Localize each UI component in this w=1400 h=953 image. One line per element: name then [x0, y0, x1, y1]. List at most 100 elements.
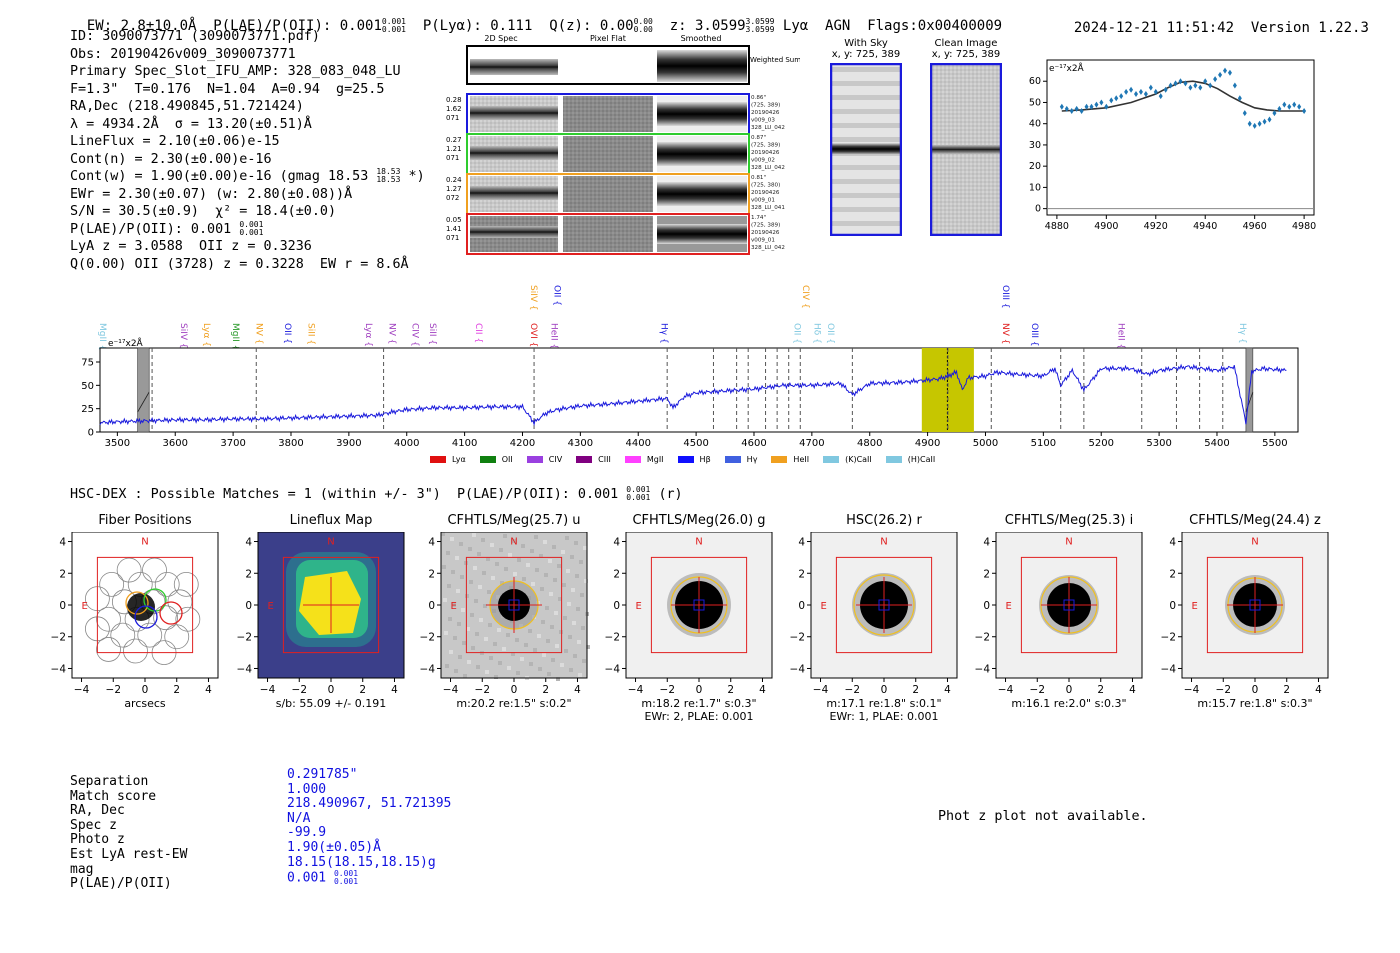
thumb-caption-line1: m:17.1 re:1.8" s:0.1": [826, 697, 942, 710]
thumb-caption: m:18.2 re:1.7" s:0.3" EWr: 2, PLAE: 0.001: [596, 697, 802, 723]
thumb-ytick-label: −2: [420, 632, 435, 644]
noise-pixel: [541, 620, 545, 624]
noise-pixel: [545, 606, 549, 610]
noise-pixel: [540, 587, 544, 591]
key-radec: RA, Dec: [70, 803, 125, 819]
header-line: Lyα: [782, 18, 809, 34]
thumb-xtick-label: 2: [1283, 684, 1290, 696]
zoom-point: [1173, 80, 1178, 87]
zoom-point: [1059, 103, 1064, 110]
legend-swatch: [576, 456, 593, 463]
thumb-xtick-label: 2: [1097, 684, 1104, 696]
noise-pixel: [553, 578, 557, 582]
match-keys: Separation Match score RA, Dec Spec z Ph…: [70, 774, 187, 892]
spec-xtick-label: 4200: [510, 438, 535, 449]
noise-pixel: [566, 569, 570, 573]
noise-pixel: [442, 565, 446, 569]
thumb-ytick-label: −4: [1161, 663, 1177, 675]
thumb-ytick-label: −2: [790, 632, 805, 644]
thumb-caption-line1: m:20.2 re:1.5" s:0.2": [456, 697, 572, 710]
spec-xtick-label: 4500: [683, 438, 708, 449]
cutout-left-label: 0.05: [446, 216, 462, 224]
compass-north: N: [141, 537, 148, 548]
compass-north: N: [1065, 537, 1072, 548]
search-box: [282, 556, 380, 654]
zoom-point: [1237, 95, 1242, 102]
thumb-xtick-label: −2: [660, 684, 675, 696]
weighted-sum-label: Weighted Sum: [750, 56, 800, 64]
noise-pixel: [497, 628, 501, 632]
thumb-caption: m:20.2 re:1.5" s:0.2": [411, 697, 617, 710]
header-plya: P(Lyα): 0.111: [422, 18, 533, 34]
noise-pixel: [447, 584, 451, 588]
thumb-xtick-label: −4: [260, 684, 276, 696]
compass-north: N: [1251, 537, 1258, 548]
legend-entry: MgII: [624, 455, 664, 464]
emission-line-label: CIV {: [800, 285, 810, 309]
emission-line-label: OIII {: [1000, 285, 1010, 309]
thumb-panel: N E 4 2 0 −2 −4 −4 −2 0 2 4: [790, 532, 958, 696]
compass-north: N: [880, 537, 887, 548]
noise-pixel: [452, 603, 456, 607]
emission-line-label: SiII {: [427, 323, 437, 345]
thumb-ytick-label: 4: [983, 537, 990, 549]
cutout-left-label: 0.27: [446, 136, 462, 144]
search-box: [835, 556, 933, 654]
thumb-xtick-label: −2: [1030, 684, 1045, 696]
thumb-panel: N E 4 2 0 −2 −4 −4 −2 0 2 4: [237, 532, 405, 696]
compass-east: E: [636, 601, 642, 612]
zoom-point: [1143, 90, 1148, 97]
thumb-ytick-label: 2: [983, 568, 990, 580]
noise-pixel: [552, 545, 556, 549]
emission-line-label: SiII {: [305, 323, 315, 345]
with-sky-title: With Sky x, y: 725, 389: [831, 38, 901, 60]
emission-line-label: Hγ {: [1237, 323, 1247, 344]
noise-pixel: [487, 590, 491, 594]
spec-ytick-label: 0: [88, 428, 94, 439]
header-plae-frac: 0.001 0.001: [381, 17, 406, 34]
zoom-point: [1213, 76, 1218, 83]
fiber-blue: [134, 605, 158, 629]
noise-pixel: [570, 555, 574, 559]
thumb-ytick-label: 4: [245, 537, 252, 549]
spec-xtick-label: 4700: [799, 438, 824, 449]
noise-pixel: [441, 532, 445, 536]
info-cont-w: Cont(w) = 1.90(±0.00)e-16 (gmag 18.53 18…: [70, 167, 425, 185]
fiber-circle: [153, 605, 179, 631]
thumb-xtick-label: 4: [574, 684, 581, 696]
zoom-point: [1163, 86, 1168, 93]
hscdex-summary: HSC-DEX : Possible Matches = 1 (within +…: [70, 485, 683, 503]
noise-pixel: [546, 639, 550, 643]
thumb-xtick-label: −2: [1216, 684, 1231, 696]
cutout-right-label: 20190426: [751, 110, 780, 116]
noise-pixel: [456, 589, 460, 593]
spec-xtick-label: 5500: [1262, 438, 1287, 449]
legend-swatch: [526, 456, 543, 463]
emission-line-label: CIV {: [410, 323, 420, 347]
thumb-xtick-label: 0: [881, 684, 888, 696]
fiber-circle: [142, 557, 167, 583]
cutout-left-label: 1.41: [446, 225, 462, 233]
emission-line-label: CII {: [473, 323, 483, 343]
val-photo-z: -99.9: [287, 825, 327, 841]
spectrum-cutouts: 2D Spec Pixel Flat Smoothed Weighted Sum…: [446, 34, 800, 255]
fiber-circle: [96, 606, 121, 632]
noise-pixel: [555, 644, 559, 648]
compass-north: N: [695, 537, 702, 548]
legend-entry: Hβ: [677, 455, 711, 464]
spec-xtick-label: 4400: [626, 438, 651, 449]
thumb-ytick-label: −2: [51, 632, 66, 644]
timestamp: 2024-12-21 11:51:42: [1073, 20, 1235, 36]
thumb-caption-line2: EWr: 2, PLAE: 0.001: [644, 710, 754, 723]
thumb-ytick-label: −4: [420, 663, 436, 675]
compass-east: E: [451, 601, 457, 612]
info-ewr: EWr = 2.30(±0.07) (w: 2.80(±0.08))Å: [70, 186, 353, 202]
zoom-xtick-label: 4900: [1094, 221, 1118, 232]
emission-line-label: Hδ {: [812, 323, 822, 344]
noise-pixel: [474, 599, 478, 603]
zoom-point: [1203, 78, 1208, 85]
noise-pixel: [559, 630, 563, 634]
spec-xtick-label: 4300: [568, 438, 593, 449]
emission-line-label: Hγ {: [658, 323, 668, 344]
spec-xtick-label: 3500: [105, 438, 130, 449]
